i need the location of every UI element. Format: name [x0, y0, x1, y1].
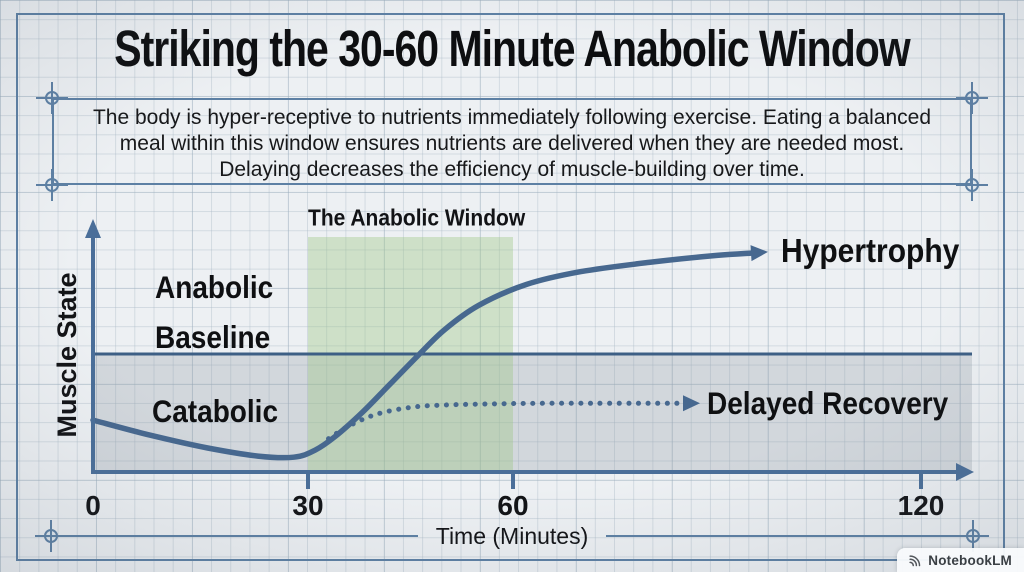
hypertrophy-curve: [90, 250, 754, 461]
curve-arrowhead: [750, 245, 768, 262]
x-tick-label-0: 0: [85, 490, 101, 521]
zone-label-anabolic: Anabolic: [155, 270, 274, 305]
subtitle-line-2: meal within this window ensures nutrient…: [119, 132, 905, 155]
crosshair-mark-caption-right: [966, 529, 980, 543]
hypertrophy-annotation: Hypertrophy: [781, 232, 960, 270]
y-axis-label: Muscle State: [52, 272, 82, 438]
zone-label-catabolic: Catabolic: [152, 394, 279, 429]
x-tick-label-60: 60: [497, 490, 529, 521]
catabolic-region: [93, 354, 972, 470]
subtitle-line-1: The body is hyper-receptive to nutrients…: [92, 106, 932, 129]
x-axis-label: Time (Minutes): [435, 522, 589, 549]
y-axis-arrowhead: [85, 219, 101, 238]
curve-arrowhead: [683, 395, 700, 412]
outer-frame: [16, 13, 1005, 561]
subtitle-box: The body is hyper-receptive to nutrients…: [52, 98, 972, 185]
x-tick-label-30: 30: [292, 490, 324, 521]
caption-line-right: [606, 535, 966, 537]
x-tick-label-120: 120: [897, 490, 945, 521]
crosshair-mark-bottom-right: [965, 178, 979, 192]
watermark-label: NotebookLM: [928, 552, 1012, 568]
subtitle-line-3: Delaying decreases the efficiency of mus…: [219, 158, 805, 181]
delayed-recovery-annotation: Delayed Recovery: [707, 386, 949, 421]
x-axis-arrowhead: [956, 463, 974, 481]
caption-line-left: [58, 535, 418, 537]
zone-label-baseline: Baseline: [155, 320, 271, 355]
notebooklm-logo-icon: [909, 554, 921, 566]
notebooklm-watermark: NotebookLM: [897, 548, 1024, 572]
x-axis-caption-row: Time (Minutes): [44, 522, 980, 550]
anabolic-window-label: The Anabolic Window: [308, 205, 526, 232]
page-title: Striking the 30-60 Minute Anabolic Windo…: [114, 20, 910, 78]
delayed-recovery-curve: [326, 400, 686, 442]
crosshair-mark-caption-left: [44, 529, 58, 543]
